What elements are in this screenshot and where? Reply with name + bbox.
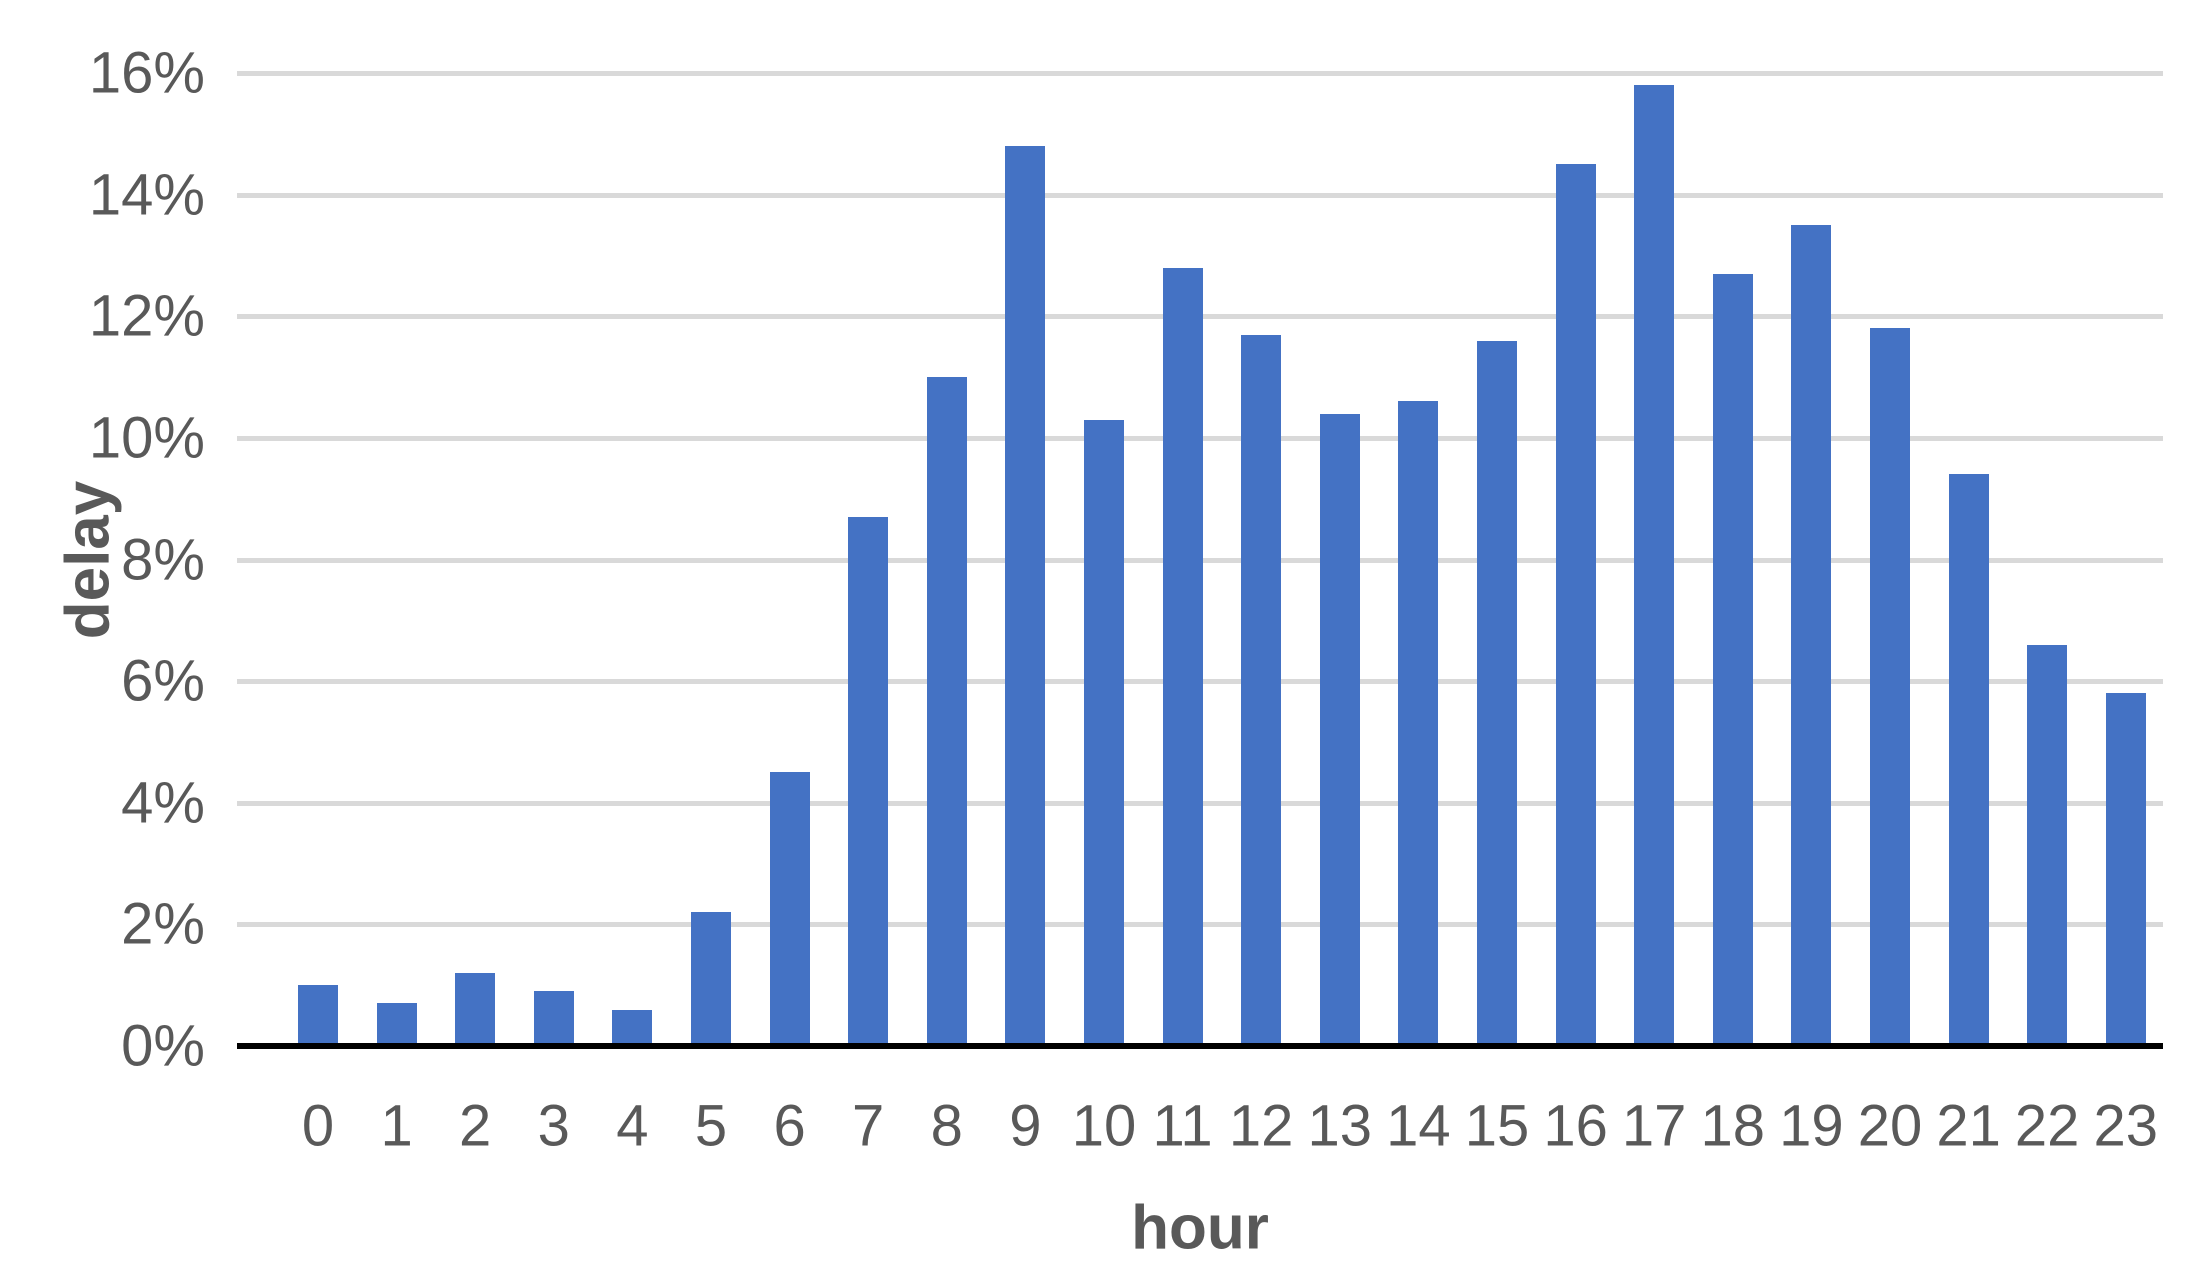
bar-hour-15: [1477, 340, 1517, 1046]
bar-hour-19: [1791, 225, 1832, 1046]
x-tick-10: 10: [1071, 1093, 1137, 1159]
x-tick-20: 20: [1857, 1093, 1923, 1159]
x-tick-18: 18: [1700, 1093, 1766, 1159]
bar-hour-16: [1555, 164, 1596, 1046]
bar-hour-6: [769, 772, 810, 1046]
x-tick-3: 3: [537, 1093, 570, 1159]
x-tick-7: 7: [852, 1093, 885, 1159]
x-axis-title: hour: [1131, 1193, 1269, 1263]
bar-hour-7: [848, 516, 889, 1046]
x-tick-11: 11: [1152, 1093, 1213, 1159]
bar-hour-5: [691, 912, 731, 1046]
x-tick-12: 12: [1228, 1093, 1294, 1159]
bar-hour-8: [926, 377, 967, 1046]
x-tick-5: 5: [694, 1093, 728, 1159]
bar-hour-0: [298, 985, 338, 1046]
y-axis-title: delay: [53, 480, 123, 639]
y-tick-10: 10%: [88, 405, 205, 471]
bar-hour-11: [1162, 267, 1203, 1046]
y-tick-2: 2%: [121, 891, 205, 957]
x-tick-9: 9: [1009, 1093, 1042, 1159]
bar-hour-4: [612, 1009, 653, 1046]
y-tick-4: 4%: [121, 770, 205, 836]
x-tick-21: 21: [1936, 1093, 2001, 1159]
bar-hour-13: [1319, 413, 1360, 1046]
y-tick-6: 6%: [121, 648, 205, 714]
x-tick-19: 19: [1779, 1093, 1844, 1159]
x-tick-22: 22: [2014, 1093, 2080, 1159]
bar-hour-10: [1084, 419, 1124, 1046]
bar-hour-17: [1634, 85, 1675, 1046]
x-tick-23: 23: [2093, 1093, 2159, 1159]
bar-hour-12: [1241, 334, 1282, 1046]
x-tick-6: 6: [773, 1093, 806, 1159]
x-tick-16: 16: [1543, 1093, 1608, 1159]
bar-hour-20: [1870, 328, 1910, 1046]
bar-hour-18: [1712, 273, 1753, 1046]
x-tick-17: 17: [1621, 1093, 1687, 1159]
bar-hour-21: [1948, 474, 1989, 1046]
gridline-16: [237, 71, 2163, 76]
bar-hour-1: [376, 1003, 417, 1046]
x-tick-2: 2: [459, 1093, 492, 1159]
y-tick-8: 8%: [121, 527, 205, 592]
bar-hour-9: [1005, 145, 1046, 1046]
x-axis-line: [237, 1043, 2163, 1049]
x-tick-0: 0: [301, 1093, 335, 1159]
y-tick-16: 16%: [88, 40, 205, 106]
bar-hour-3: [533, 991, 574, 1046]
bar-hour-2: [455, 973, 496, 1046]
x-tick-1: 1: [380, 1093, 413, 1159]
gridline-14: [237, 192, 2163, 198]
x-tick-15: 15: [1464, 1093, 1530, 1159]
x-tick-4: 4: [616, 1093, 649, 1159]
bar-hour-22: [2027, 644, 2068, 1046]
bar-hour-14: [1398, 401, 1439, 1046]
plot-area: [237, 71, 2163, 1049]
y-tick-0: 0%: [121, 1013, 205, 1079]
y-tick-14: 14%: [88, 162, 205, 228]
bar-hour-23: [2105, 693, 2146, 1046]
y-tick-12: 12%: [88, 283, 205, 349]
x-tick-14: 14: [1386, 1093, 1451, 1159]
x-tick-8: 8: [930, 1093, 963, 1159]
x-tick-13: 13: [1307, 1093, 1373, 1159]
